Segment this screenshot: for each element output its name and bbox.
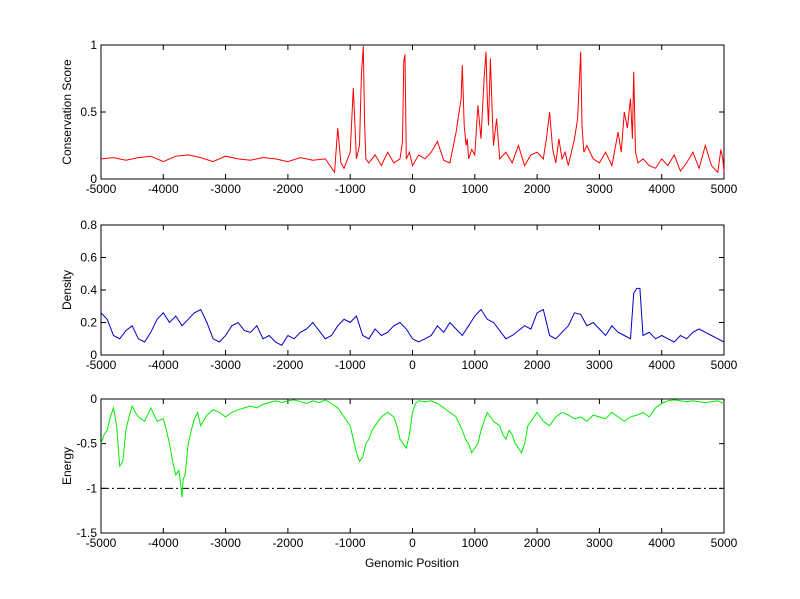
density-x-tick-label: 0 <box>409 358 416 372</box>
conservation-x-tick-label: -2000 <box>273 182 304 196</box>
energy-x-tick-label: -1000 <box>335 536 366 550</box>
density-y-axis-label: Density <box>60 270 74 310</box>
energy-y-tick-label: -1 <box>86 481 97 495</box>
conservation-x-tick-label: 4000 <box>648 182 675 196</box>
density-panel: -5000 -4000 -3000 -2000 -1000 0 1000 2000 3000 40… <box>60 218 738 372</box>
conservation-y-tick-label: 1 <box>90 38 97 52</box>
conservation-y-axis-label: Conservation Score <box>60 59 74 165</box>
conservation-y-tick-label: 0 <box>90 172 97 186</box>
density-y-tick-label: 0.6 <box>80 251 97 265</box>
density-series-line <box>100 287 725 346</box>
energy-x-tick-label: 5000 <box>711 536 738 550</box>
energy-y-tick-label: -0.5 <box>76 437 97 451</box>
conservation-axes-frame <box>100 44 725 180</box>
energy-x-tick-label: 4000 <box>648 536 675 550</box>
density-x-tick-label: 3000 <box>586 358 613 372</box>
energy-x-tick-label: -5000 <box>86 536 117 550</box>
density-y-tick-label: 0.4 <box>80 283 97 297</box>
x-axis-label: Genomic Position <box>365 556 459 570</box>
conservation-x-tick-label: 5000 <box>711 182 738 196</box>
density-x-tick-label: -1000 <box>335 358 366 372</box>
density-x-tick-label: -2000 <box>273 358 304 372</box>
energy-x-tick-label: 0 <box>409 536 416 550</box>
energy-y-tick-label: -1.5 <box>76 526 97 540</box>
density-x-tick-label: -5000 <box>86 358 117 372</box>
energy-x-tick-label: 1000 <box>461 536 488 550</box>
energy-panel: -5000 -4000 -3000 -2000 -1000 0 1000 2000 3000 40… <box>60 392 738 550</box>
conservation-x-tick-label: 3000 <box>586 182 613 196</box>
density-x-tick-label: 1000 <box>461 358 488 372</box>
density-y-tick-label: 0.8 <box>80 218 97 232</box>
conservation-x-tick-label: -1000 <box>335 182 366 196</box>
density-y-tick-label: 0.2 <box>80 316 97 330</box>
energy-x-tick-label: -4000 <box>148 536 179 550</box>
subplots-container: -5000 -4000 -3000 -2000 -1000 0 1000 2000 3000 40… <box>60 38 738 550</box>
energy-x-tick-label: -3000 <box>210 536 241 550</box>
energy-series-line <box>100 399 725 498</box>
conservation-x-tick-label: 1000 <box>461 182 488 196</box>
conservation-panel: -5000 -4000 -3000 -2000 -1000 0 1000 2000 3000 40… <box>60 38 738 196</box>
density-x-tick-label: 5000 <box>711 358 738 372</box>
energy-y-tick-label: 0 <box>90 392 97 406</box>
conservation-x-tick-label: -5000 <box>86 182 117 196</box>
energy-y-axis-label: Energy <box>60 447 74 485</box>
conservation-x-tick-label: 2000 <box>524 182 551 196</box>
conservation-x-tick-label: -4000 <box>148 182 179 196</box>
energy-x-tick-label: 3000 <box>586 536 613 550</box>
density-y-tick-label: 0 <box>90 348 97 362</box>
density-x-tick-label: -4000 <box>148 358 179 372</box>
conservation-y-tick-label: 0.5 <box>80 105 97 119</box>
density-x-tick-label: 2000 <box>524 358 551 372</box>
energy-x-tick-label: -2000 <box>273 536 304 550</box>
density-x-tick-label: -3000 <box>210 358 241 372</box>
density-x-tick-label: 4000 <box>648 358 675 372</box>
conservation-x-tick-label: 0 <box>409 182 416 196</box>
conservation-x-tick-label: -3000 <box>210 182 241 196</box>
energy-x-tick-label: 2000 <box>524 536 551 550</box>
energy-axes-frame <box>100 398 725 534</box>
conservation-series-line <box>100 46 725 174</box>
